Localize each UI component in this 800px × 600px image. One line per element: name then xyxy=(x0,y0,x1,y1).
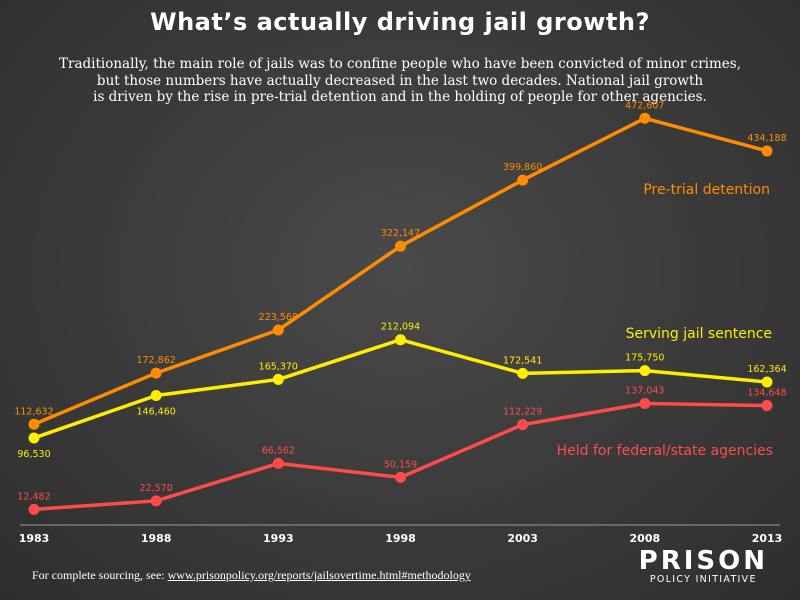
data-label: 66,562 xyxy=(262,445,295,456)
series-line xyxy=(33,116,768,426)
series-name-label: Pre-trial detention xyxy=(643,182,770,198)
x-tick-label: 1993 xyxy=(263,532,294,545)
data-point xyxy=(28,432,40,444)
data-label: 50,159 xyxy=(384,459,417,470)
x-tick-label: 2008 xyxy=(630,532,661,545)
data-point xyxy=(395,334,406,346)
data-point xyxy=(272,373,284,385)
data-label: 434,188 xyxy=(747,133,786,144)
x-tick-label: 2003 xyxy=(507,532,538,545)
x-tick-label: 1988 xyxy=(141,532,172,545)
subtitle-line: but those numbers have actually decrease… xyxy=(96,72,704,89)
data-point xyxy=(395,240,406,252)
series-name-label: Serving jail sentence xyxy=(626,326,772,342)
data-label: 175,750 xyxy=(625,353,664,364)
data-point xyxy=(150,495,162,507)
x-tick-label: 1998 xyxy=(385,532,416,545)
data-point xyxy=(761,400,773,412)
data-label: 112,229 xyxy=(503,407,542,418)
subtitle-line: Traditionally, the main role of jails wa… xyxy=(58,56,741,72)
data-label: 165,370 xyxy=(259,361,298,372)
sourcing-footer: For complete sourcing, see: www.prisonpo… xyxy=(32,568,471,583)
data-point xyxy=(761,145,773,157)
data-label: 112,632 xyxy=(14,406,53,417)
logo-policy-initiative-text: POLICY INITIATIVE xyxy=(649,574,757,585)
data-label: 212,094 xyxy=(381,322,420,333)
data-point xyxy=(517,419,529,431)
data-point xyxy=(150,367,162,379)
methodology-link[interactable]: www.prisonpolicy.org/reports/jailsoverti… xyxy=(167,568,471,582)
data-label: 399,860 xyxy=(503,162,542,173)
data-point xyxy=(639,365,651,377)
data-label: 223,568 xyxy=(259,312,298,323)
data-point xyxy=(150,390,162,402)
data-label: 96,530 xyxy=(17,449,50,460)
subtitle-line: is driven by the rise in pre-trial deten… xyxy=(93,89,707,105)
prison-policy-logo: PRISON POLICY INITIATIVE xyxy=(639,548,768,585)
data-point xyxy=(517,174,529,186)
data-label: 137,043 xyxy=(625,386,664,397)
chart-subtitle: Traditionally, the main role of jails wa… xyxy=(30,56,770,106)
data-point xyxy=(28,418,40,430)
data-label: 12,482 xyxy=(17,491,50,502)
data-label: 172,541 xyxy=(503,355,542,366)
series-name-label: Held for federal/state agencies xyxy=(557,443,773,459)
data-label: 146,460 xyxy=(137,407,176,418)
data-point xyxy=(761,376,773,388)
x-tick-label: 1983 xyxy=(19,532,50,545)
data-point xyxy=(272,324,284,336)
data-label: 322,147 xyxy=(381,228,420,239)
x-tick-label: 2013 xyxy=(752,532,783,545)
logo-prison-text: PRISON xyxy=(638,546,768,576)
footer-prefix: For complete sourcing, see: xyxy=(32,568,168,582)
chart-title: What’s actually driving jail growth? xyxy=(150,8,650,36)
data-label: 472,607 xyxy=(625,100,664,111)
data-label: 22,570 xyxy=(140,483,173,494)
data-point xyxy=(28,503,40,515)
data-point xyxy=(272,457,284,469)
data-point xyxy=(395,471,406,483)
data-point xyxy=(639,112,651,124)
data-label: 162,364 xyxy=(747,364,786,375)
data-label: 172,862 xyxy=(137,355,176,366)
data-label: 134,648 xyxy=(747,388,786,399)
data-point xyxy=(517,367,529,379)
data-point xyxy=(639,398,651,410)
